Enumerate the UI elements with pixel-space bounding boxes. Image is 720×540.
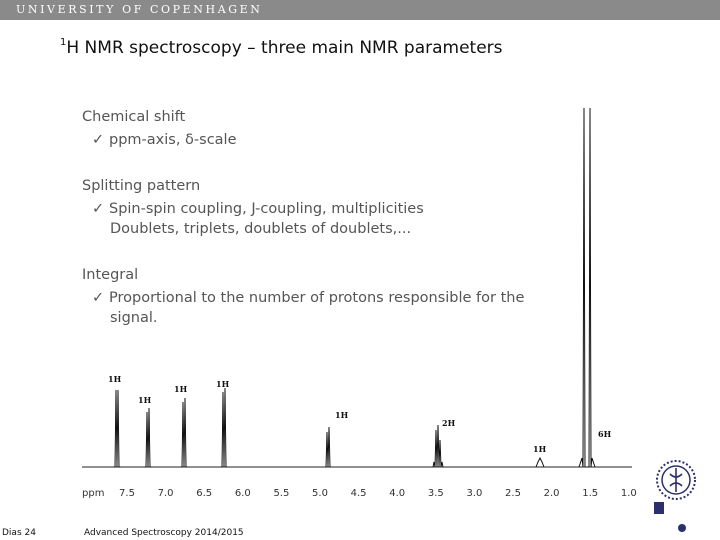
- axis-tick-label: 6.5: [196, 488, 212, 499]
- axis-tick-label: 4.0: [389, 488, 405, 499]
- axis-tick-label: 7.0: [158, 488, 174, 499]
- chemical-shift-heading: Chemical shift: [82, 109, 186, 125]
- check-icon: ✓: [92, 132, 105, 148]
- check-icon: ✓: [92, 201, 105, 217]
- peak-label: 1H: [138, 395, 152, 405]
- peak-7.6: [144, 407, 152, 468]
- chemical-shift-bullet-text: ppm-axis, δ-scale: [109, 132, 237, 148]
- chemical-shift-bullet: ✓ ppm-axis, δ-scale: [92, 132, 237, 148]
- integral-bullet-text: Proportional to the number of protons re…: [109, 290, 525, 306]
- splitting-bullet-text: Spin-spin coupling, J-coupling, multipli…: [109, 201, 424, 217]
- peak-label: 2H: [442, 418, 456, 428]
- peak-label: 1H: [108, 374, 122, 384]
- axis-tick-label: 1.0: [621, 488, 637, 499]
- peak-7.1: [180, 397, 188, 468]
- axis-tick-label: 2.0: [544, 488, 560, 499]
- integral-bullet: ✓ Proportional to the number of protons r…: [92, 290, 524, 306]
- title-superscript: 1: [60, 37, 67, 48]
- peak-6.8: [220, 387, 228, 468]
- splitting-continuation: Doublets, triplets, doublets of doublets…: [110, 221, 412, 237]
- axis-tick-label: 1.5: [582, 488, 598, 499]
- peak-3.7: [432, 424, 444, 468]
- axis-tick-label: 4.5: [351, 488, 367, 499]
- integral-heading: Integral: [82, 267, 139, 283]
- integral-continuation: signal.: [110, 310, 158, 326]
- axis-tick-label: 5.0: [312, 488, 328, 499]
- check-icon: ✓: [92, 290, 105, 306]
- axis-tick-label: 5.5: [273, 488, 289, 499]
- peak-7.8: [113, 389, 121, 468]
- peak-label: 1H: [216, 379, 230, 389]
- axis-unit-label: ppm: [82, 488, 104, 499]
- axis-tick-label: 3.0: [466, 488, 482, 499]
- title-text: H NMR spectroscopy – three main NMR para…: [66, 38, 503, 58]
- splitting-bullet: ✓ Spin-spin coupling, J-coupling, multipl…: [92, 201, 424, 217]
- axis-tick-labels: 7.5 7.0 6.5 6.0 5.5 5.0 4.5 4.0 3.5 3.0 2.5 2.0 1.5 1…: [119, 488, 637, 499]
- slide-title: 1H NMR spectroscopy – three main NMR par…: [60, 37, 503, 58]
- axis-tick-label: 3.5: [428, 488, 444, 499]
- peak-label: 1H: [335, 410, 349, 420]
- header-bar: UNIVERSITY OF COPENHAGEN: [0, 0, 720, 20]
- axis-tick-label: 2.5: [505, 488, 521, 499]
- peak-1.9: [535, 456, 545, 468]
- peak-label: 1H: [174, 384, 188, 394]
- peak-label: 6H: [598, 429, 612, 439]
- course-footer: Advanced Spectroscopy 2014/2015: [84, 528, 244, 538]
- university-name: UNIVERSITY OF COPENHAGEN: [16, 3, 263, 16]
- university-seal-icon: [654, 460, 696, 532]
- slide-number: Dias 24: [2, 528, 36, 538]
- peak-1.25b: [587, 107, 596, 468]
- spectrum-peaks: [113, 107, 596, 468]
- axis-tick-label: 7.5: [119, 488, 135, 499]
- peak-label: 1H: [533, 444, 547, 454]
- peak-4.7: [325, 426, 331, 468]
- axis-tick-label: 6.0: [235, 488, 251, 499]
- splitting-heading: Splitting pattern: [82, 178, 201, 194]
- peak-1.25a: [578, 107, 587, 468]
- nmr-spectrum: 1H 1H 1H 1H 1H 2H 1H 6H ppm 7.5 7.0 6.5 6.0…: [82, 107, 637, 499]
